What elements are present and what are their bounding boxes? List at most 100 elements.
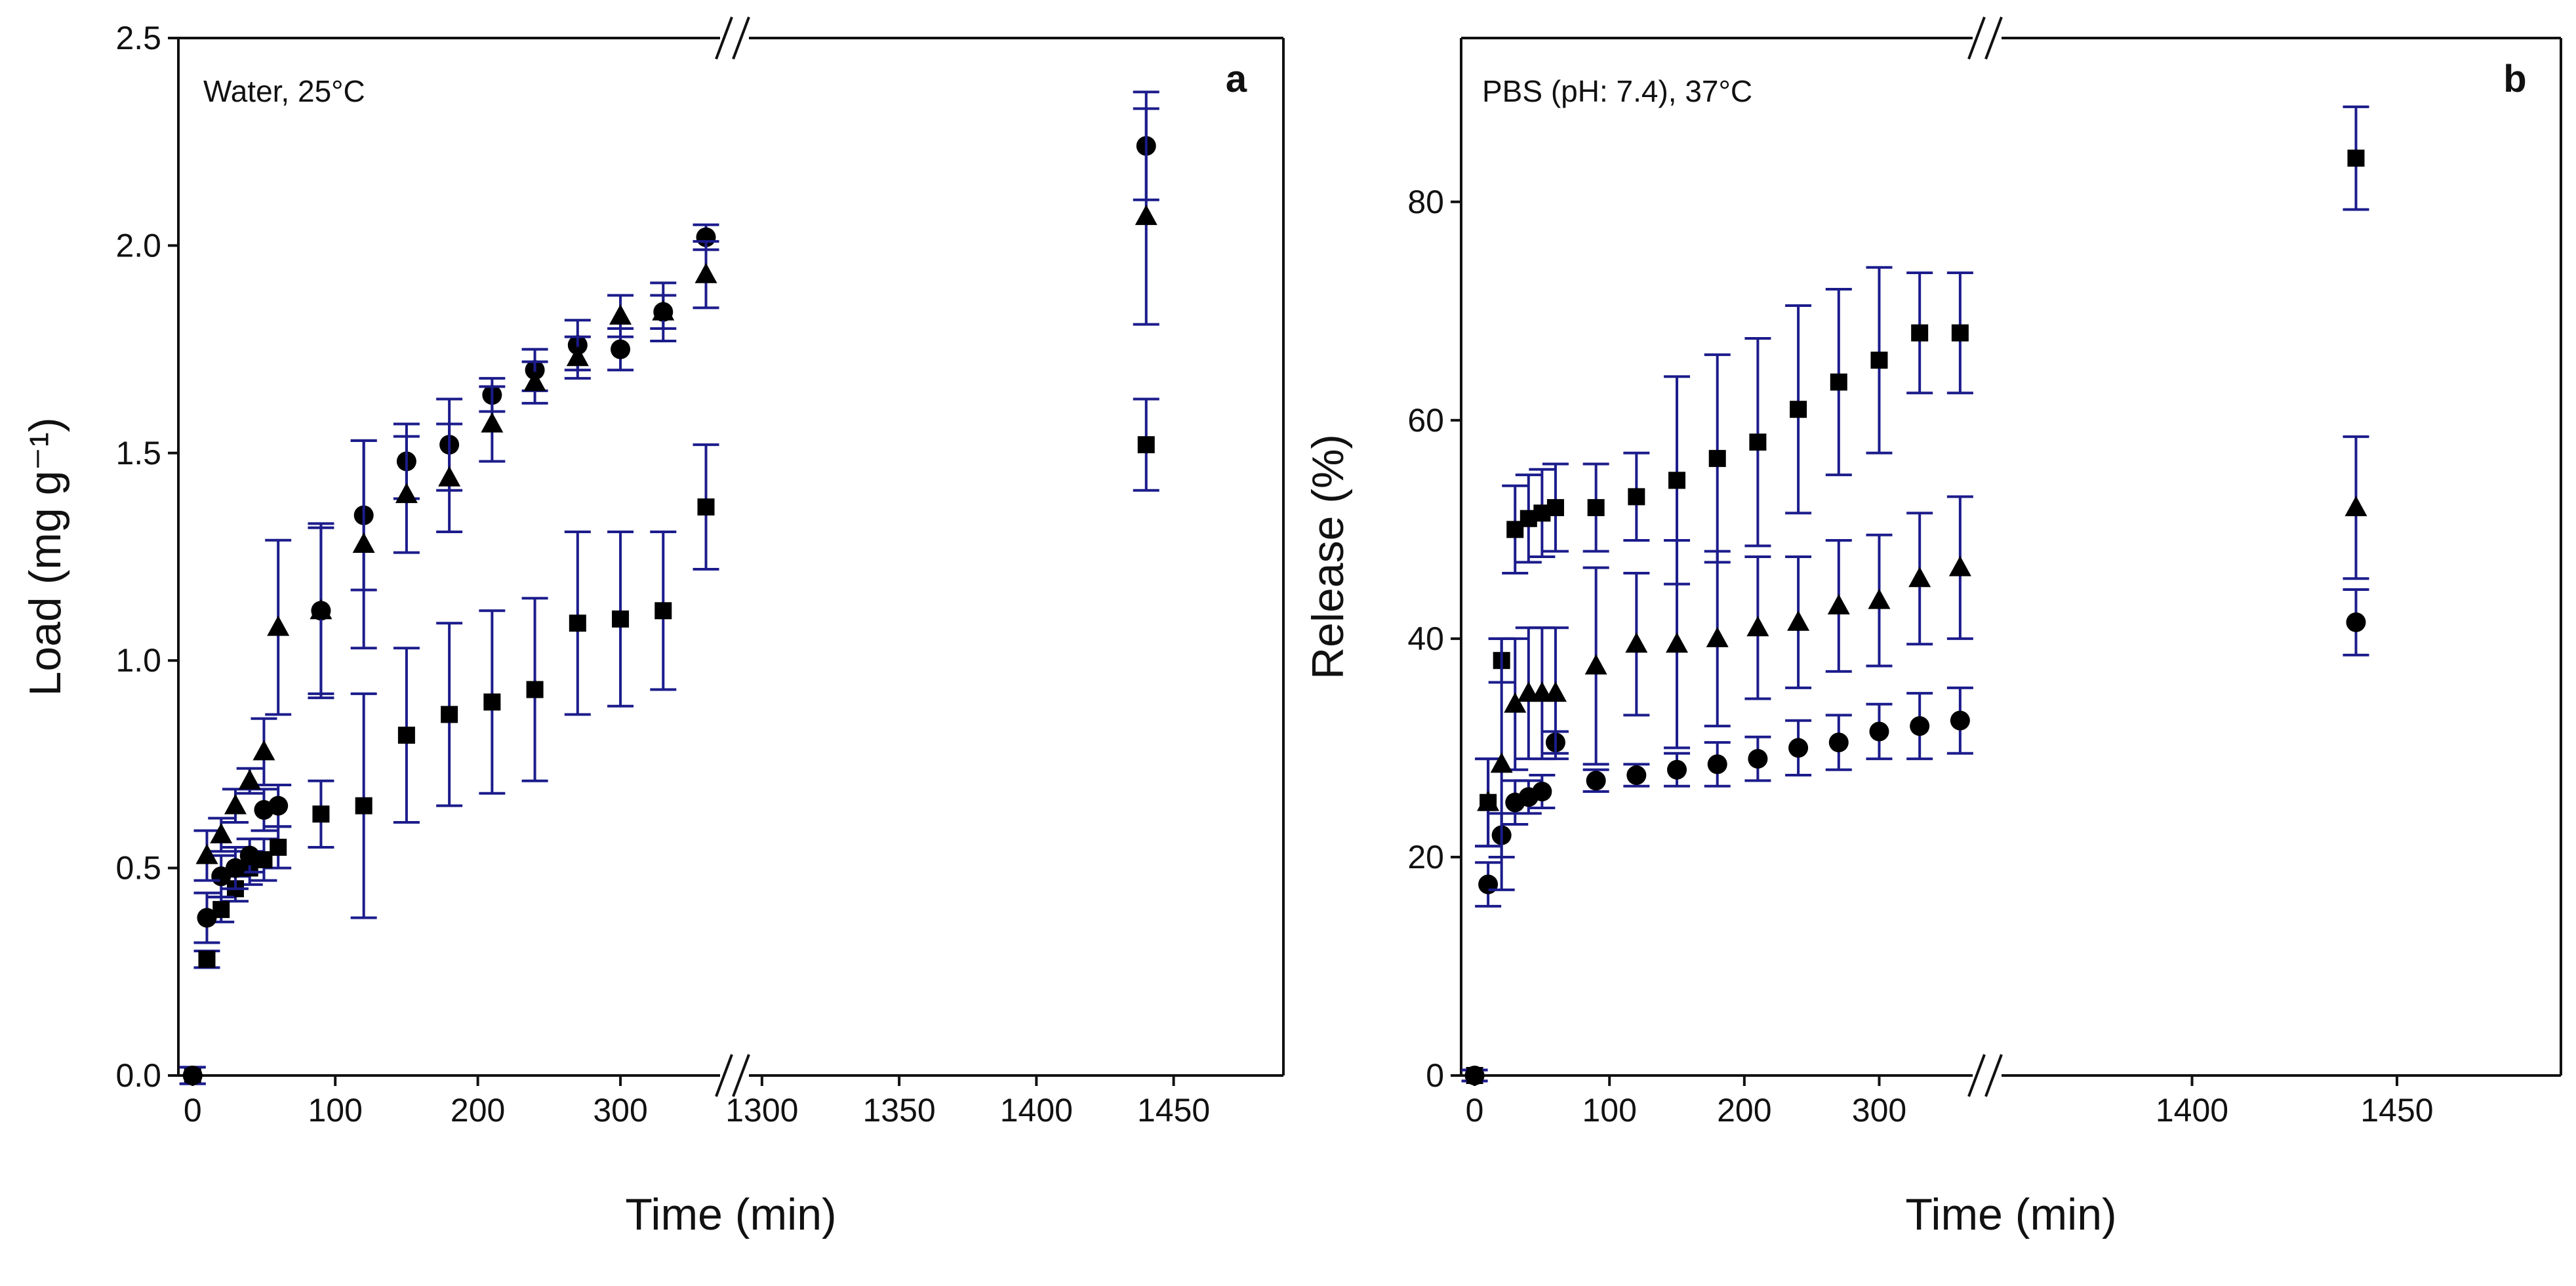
data-point-circle (225, 858, 245, 878)
panel-letter: a (1226, 58, 1247, 100)
data-point-triangle (1135, 205, 1157, 226)
data-point-triangle (1584, 654, 1607, 675)
data-point-circle (1707, 754, 1727, 774)
y-tick-label: 1.0 (115, 642, 161, 679)
x-tick-label: 1400 (2156, 1092, 2228, 1129)
data-point-triangle (1827, 593, 1850, 614)
data-point-square (1749, 433, 1767, 451)
axis-break-slash-bottom-0 (1967, 1054, 1986, 1097)
panel-letter: b (2503, 58, 2526, 100)
axis-break-slash-top-0 (715, 16, 733, 60)
data-point-triangle (609, 304, 632, 325)
x-tick-label: 1300 (725, 1092, 798, 1129)
y-tick-label: 80 (1407, 184, 1444, 220)
data-point-circle (611, 339, 631, 359)
y-tick-label: 60 (1407, 402, 1444, 439)
axis-break-slash-top-0 (1967, 16, 1986, 60)
data-point-square (612, 610, 630, 628)
series-square (179, 397, 1159, 1085)
data-point-triangle (1666, 632, 1689, 653)
data-point-circle (1748, 749, 1768, 769)
data-point-square (483, 693, 501, 711)
data-point-triangle (1746, 616, 1769, 637)
data-point-circle (1828, 733, 1849, 753)
panel-condition-label: PBS (pH: 7.4), 37°C (1482, 74, 1752, 108)
data-point-triangle (238, 769, 261, 790)
data-point-triangle (310, 599, 332, 620)
panel-condition-label: Water, 25°C (203, 74, 365, 108)
y-axis-title: Load (mg g⁻¹) (20, 417, 70, 696)
data-point-circle (268, 795, 289, 816)
x-tick-label: 200 (1717, 1092, 1771, 1129)
data-point-circle (1667, 759, 1687, 780)
data-point-square (1546, 499, 1564, 517)
data-point-square (441, 706, 458, 723)
data-point-square (1951, 324, 1969, 342)
x-tick-label: 0 (1466, 1092, 1484, 1129)
data-point-triangle (1868, 588, 1891, 609)
y-tick-label: 0.5 (115, 850, 161, 887)
data-point-triangle (1625, 632, 1648, 653)
series-triangle (1475, 435, 2369, 891)
x-tick-label: 100 (308, 1092, 362, 1129)
y-tick-label: 0 (1426, 1057, 1444, 1094)
axis-break-slash-bottom-0 (715, 1054, 733, 1097)
y-tick-label: 2.0 (115, 227, 161, 264)
data-point-circle (1464, 1066, 1485, 1085)
data-point-circle (2346, 612, 2366, 632)
data-point-circle (1910, 716, 1930, 736)
axis-break-slash-top-1 (732, 16, 750, 60)
data-point-square (697, 498, 715, 516)
data-point-triangle (1706, 626, 1729, 647)
series-square (1461, 105, 2369, 1084)
data-point-triangle (395, 483, 418, 504)
data-point-square (1137, 436, 1155, 454)
data-point-triangle (1504, 692, 1527, 713)
data-point-square (1628, 488, 1645, 506)
x-tick-label: 1450 (1137, 1092, 1210, 1129)
data-point-square (1790, 401, 1807, 418)
data-point-square (198, 950, 216, 968)
data-point-triangle (1948, 555, 1971, 576)
axis-break-slash-top-1 (1984, 16, 2003, 60)
data-point-square (1830, 373, 1847, 391)
data-point-square (1587, 499, 1605, 517)
y-tick-label: 0.0 (115, 1057, 161, 1094)
axis-break-slash-bottom-1 (732, 1054, 750, 1097)
data-point-circle (1478, 874, 1499, 894)
x-axis-title: Time (min) (1905, 1190, 2116, 1239)
data-point-triangle (2345, 496, 2367, 517)
y-tick-label: 2.5 (115, 20, 161, 56)
data-point-square (312, 805, 330, 823)
series-circle (179, 90, 1159, 1085)
data-point-circle (1586, 771, 1606, 791)
data-point-triangle (1477, 790, 1500, 811)
data-point-circle (1788, 738, 1809, 758)
data-point-circle (1532, 782, 1552, 802)
data-point-square (1911, 324, 1929, 342)
data-point-triangle (566, 346, 589, 367)
data-point-square (270, 838, 287, 856)
data-point-square (355, 797, 372, 814)
data-point-circle (197, 908, 217, 928)
axis-break-slash-bottom-1 (1984, 1054, 2003, 1097)
x-tick-label: 1450 (2360, 1092, 2433, 1129)
x-tick-label: 200 (451, 1092, 505, 1129)
data-point-triangle (1544, 681, 1567, 702)
y-tick-label: 20 (1407, 839, 1444, 875)
data-point-square (1668, 472, 1686, 489)
x-tick-label: 0 (184, 1092, 202, 1129)
data-point-triangle (652, 300, 675, 321)
data-point-square (654, 602, 672, 620)
data-point-triangle (267, 615, 290, 636)
data-point-triangle (224, 794, 247, 814)
data-point-triangle (1908, 567, 1931, 588)
data-point-triangle (1787, 610, 1810, 631)
data-point-circle (1869, 721, 1889, 742)
x-tick-label: 300 (593, 1092, 647, 1129)
data-point-square (526, 681, 544, 698)
x-tick-label: 1400 (1000, 1092, 1073, 1129)
x-tick-label: 100 (1582, 1092, 1636, 1129)
